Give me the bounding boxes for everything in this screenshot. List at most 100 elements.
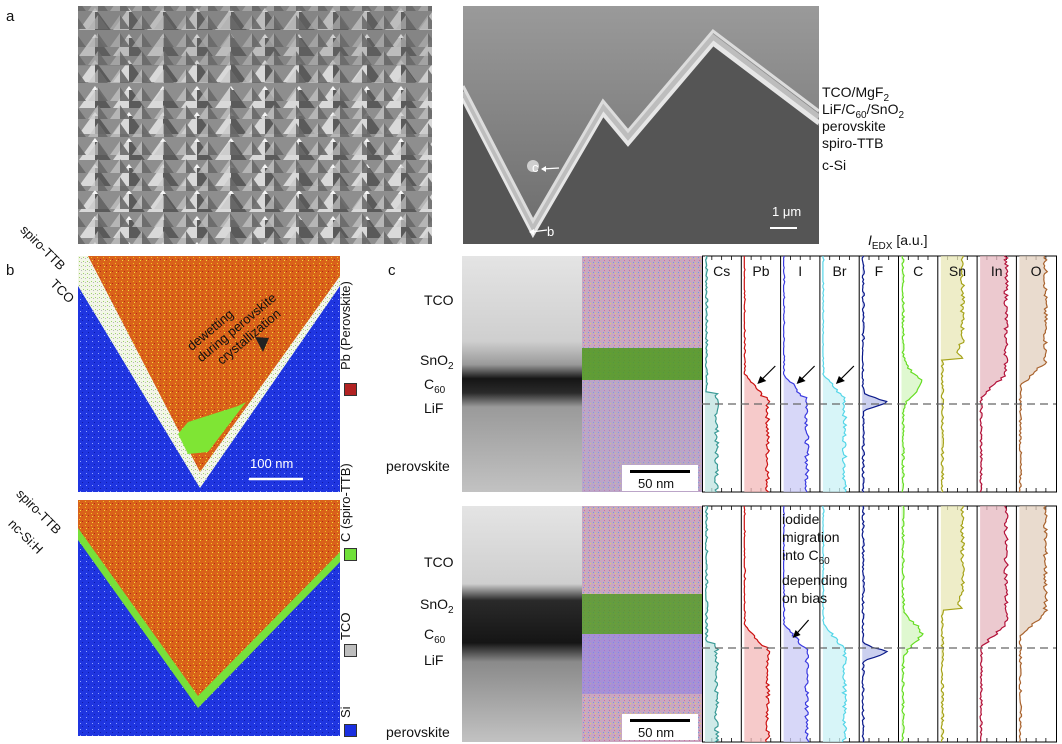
- sem-cross-section-image: [463, 6, 819, 244]
- scale-bar-label-b: 100 nm: [250, 456, 294, 471]
- profile-element-label: Cs: [713, 263, 730, 279]
- profile-line-sn: [940, 255, 966, 493]
- edx-map-bottom: [78, 500, 340, 736]
- profile-line-o: [1018, 505, 1049, 743]
- layer-label-c-si: c-Si: [822, 157, 847, 173]
- profile-element-label: O: [1031, 263, 1042, 279]
- eds-overlay-top: [582, 256, 702, 492]
- profile-fill-in: [980, 256, 1008, 492]
- legend-swatch-si: [344, 724, 357, 737]
- marker-c: c: [532, 160, 539, 175]
- profile-line-sn: [940, 505, 966, 743]
- c-top-label-lif: LiF: [424, 400, 444, 416]
- arrow-head-icon: [792, 630, 801, 638]
- profile-fill-c: [901, 256, 922, 492]
- edx-axis-label: IEDX [a.u.]: [868, 232, 928, 252]
- profile-line-i: [782, 255, 810, 493]
- profile-line-i: [782, 505, 810, 743]
- profile-fill-cs: [705, 506, 719, 742]
- profile-element-label: Br: [833, 263, 847, 279]
- c-top-label-tco: TCO: [424, 292, 454, 308]
- profile-fill-f: [862, 256, 887, 492]
- panel-label-b: b: [6, 262, 15, 279]
- profile-line-in: [979, 505, 1009, 743]
- c-bottom-label-tco: TCO: [424, 554, 454, 570]
- profile-fill-f: [862, 506, 887, 742]
- c-bottom-label-perovskite: perovskite: [386, 724, 450, 740]
- scale-bar-line-b: [249, 477, 303, 481]
- c-bottom-label-sno2: SnO2: [420, 596, 454, 616]
- legend-swatch-c: [344, 548, 357, 561]
- layer-label-perovskite: perovskite: [822, 118, 886, 134]
- sem-top-view-image: [78, 6, 432, 244]
- c-top-label-c60: C60: [424, 376, 446, 396]
- legend-swatch-tco: [344, 644, 357, 657]
- profile-fill-sn: [940, 506, 965, 742]
- profile-frame: [702, 505, 1057, 743]
- arrow-head-icon: [835, 376, 845, 384]
- profile-element-label: In: [991, 263, 1003, 279]
- scale-bar-bottom: [630, 719, 690, 722]
- profile-fill-i: [783, 506, 809, 742]
- profile-line-cs: [704, 505, 720, 743]
- profile-line-c: [901, 255, 923, 493]
- arrow-head-icon: [757, 376, 767, 384]
- panel-label-a: a: [6, 8, 15, 25]
- profile-fill-pb: [744, 256, 770, 492]
- c-bottom-label-c60: C60: [424, 626, 446, 646]
- marker-b: b: [547, 224, 555, 239]
- scale-box-bottom: [622, 714, 698, 740]
- profile-line-pb: [743, 506, 771, 743]
- profile-fill-br: [822, 506, 847, 742]
- profile-frame: [702, 255, 1057, 493]
- label-tco-top: TCO: [47, 276, 78, 307]
- profile-element-label: C: [913, 263, 923, 279]
- profile-line-cs: [704, 255, 720, 493]
- profile-line-c: [901, 505, 924, 743]
- profile-line-pb: [743, 256, 771, 493]
- layer-label-spiro-ttb: spiro-TTB: [822, 135, 884, 151]
- layer-label-tco-mgf2: TCO/MgF2: [822, 84, 890, 104]
- tem-image-top: [462, 256, 582, 492]
- scale-label-bottom: 50 nm: [638, 725, 675, 740]
- profile-fill-o: [1019, 256, 1048, 492]
- edx-profiles: CsPbIBrFCSnInOCsPbIBrFCSnInO: [702, 255, 1057, 743]
- legend-label-tco: TCO: [338, 612, 353, 640]
- layer-label-lif-c60-sno2: LiF/C60/SnO2: [822, 101, 905, 121]
- profile-fill-br: [822, 256, 847, 492]
- dewetting-arrow-icon: [255, 337, 269, 352]
- eds-overlay-bottom: [582, 506, 702, 742]
- legend-label-c: C (spiro-TTB): [338, 463, 353, 542]
- tem-image-bottom: [462, 506, 582, 742]
- legend-label-pb: Pb (Perovskite): [338, 281, 353, 370]
- scale-label-top: 50 nm: [638, 476, 675, 491]
- profile-element-label: Sn: [949, 263, 966, 279]
- profile-line-br: [822, 506, 848, 743]
- profile-line-br: [822, 256, 848, 493]
- iodide-annotation: iodide migration into C60 depending on b…: [782, 511, 848, 606]
- scale-bar-label: 1 μm: [772, 204, 802, 219]
- profile-line-o: [1018, 255, 1049, 493]
- profile-fill-cs: [705, 256, 719, 492]
- profile-fill-o: [1019, 506, 1048, 742]
- profile-element-label: Pb: [752, 263, 769, 279]
- profile-fill-sn: [940, 256, 965, 492]
- scale-bar-top: [630, 470, 690, 473]
- c-bottom-label-lif: LiF: [424, 652, 444, 668]
- profile-element-label: F: [875, 263, 884, 279]
- profile-fill-i: [783, 256, 809, 492]
- c-top-label-perovskite: perovskite: [386, 458, 450, 474]
- c-top-label-sno2: SnO2: [420, 352, 454, 372]
- profile-fill-c: [901, 506, 923, 742]
- arrow-head-icon: [796, 376, 806, 384]
- profile-line-f: [861, 255, 888, 493]
- label-spiro-ttb-top: spiro-TTB: [17, 222, 69, 273]
- legend-swatch-pb: [344, 383, 357, 396]
- profile-fill-pb: [744, 506, 770, 742]
- legend-label-si: Si: [338, 706, 353, 718]
- profile-element-label: I: [798, 263, 802, 279]
- scale-box-top: [622, 465, 698, 491]
- profile-line-in: [979, 255, 1010, 493]
- profile-fill-in: [980, 506, 1009, 742]
- panel-label-c: c: [388, 262, 396, 279]
